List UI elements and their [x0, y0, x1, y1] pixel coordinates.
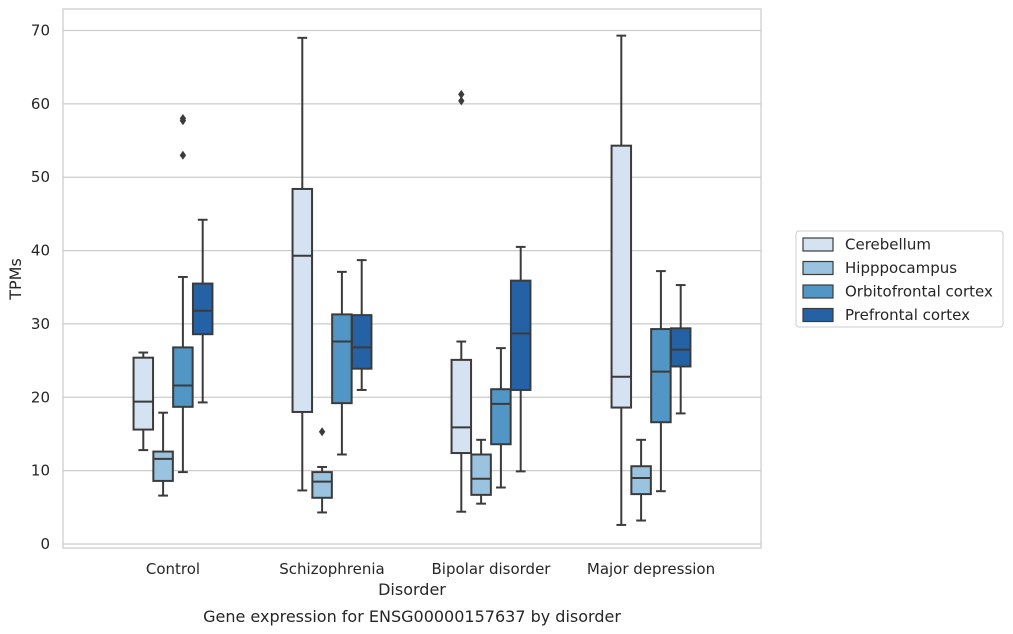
box-iqr — [191, 282, 214, 336]
x-axis-label: Disorder — [378, 580, 446, 599]
legend-swatch — [802, 307, 834, 323]
x-tick-label: Bipolar disorder — [432, 560, 552, 578]
box-cerebellum — [132, 351, 155, 452]
box-orbitofrontal-cortex — [650, 270, 672, 493]
y-tick-label: 30 — [31, 315, 50, 333]
box-orbitofrontal-cortex — [172, 114, 194, 474]
box-prefrontal-cortex — [350, 259, 373, 391]
y-tick-label: 70 — [31, 22, 50, 40]
box-iqr — [490, 388, 512, 446]
legend-swatch — [802, 284, 834, 299]
box-iqr — [331, 313, 353, 405]
legend-label: Hipppocampus — [845, 259, 957, 277]
y-tick-label: 0 — [40, 535, 50, 553]
box-hipppocampus — [152, 411, 174, 497]
box-hipppocampus — [311, 427, 333, 514]
plot-area — [62, 8, 762, 549]
chart-title: Gene expression for ENSG00000157637 by d… — [203, 607, 621, 626]
legend-label: Cerebellum — [845, 236, 931, 254]
box-iqr — [172, 346, 194, 408]
box-hipppocampus — [630, 438, 652, 522]
outlier-point — [179, 114, 187, 124]
box-iqr — [152, 450, 174, 482]
y-tick-label: 40 — [31, 242, 50, 260]
box-iqr — [669, 327, 692, 368]
x-tick-label: Control — [146, 560, 200, 578]
box-cerebellum — [450, 89, 473, 513]
legend-label: Orbitofrontal cortex — [845, 283, 993, 301]
outlier-point — [318, 427, 326, 437]
y-tick-label: 20 — [31, 388, 50, 406]
y-axis: 0 10 20 30 40 50 60 70 — [31, 22, 50, 554]
y-tick-label: 50 — [31, 168, 50, 186]
x-tick-label: Schizophrenia — [279, 560, 384, 578]
box-iqr — [610, 144, 633, 409]
x-axis: Control Schizophrenia Bipolar disorder Majo… — [146, 560, 715, 578]
box-iqr — [650, 328, 672, 424]
box-orbitofrontal-cortex — [331, 270, 353, 456]
box-prefrontal-cortex — [509, 245, 532, 473]
outlier-point — [458, 89, 465, 99]
box-orbitofrontal-cortex — [490, 347, 512, 489]
legend: Cerebellum Hipppocampus Orbitofrontal cort… — [795, 230, 1004, 328]
legend-label: Prefrontal cortex — [845, 306, 970, 324]
outlier-point — [458, 96, 465, 106]
y-tick-label: 60 — [31, 95, 50, 113]
x-tick-label: Major depression — [587, 560, 715, 578]
y-tick-label: 10 — [31, 462, 50, 480]
box-iqr — [470, 453, 492, 496]
box-iqr — [291, 187, 314, 413]
box-cerebellum — [610, 34, 633, 526]
outlier-point — [179, 150, 187, 160]
box-hipppocampus — [470, 438, 492, 505]
box-iqr — [450, 358, 473, 455]
legend-swatch — [802, 237, 834, 252]
boxes — [132, 34, 692, 526]
box-iqr — [132, 356, 155, 431]
box-prefrontal-cortex — [669, 284, 692, 415]
box-iqr — [509, 279, 532, 391]
box-iqr — [311, 471, 333, 499]
box-iqr — [630, 465, 652, 496]
box-prefrontal-cortex — [191, 218, 214, 404]
box-iqr — [350, 314, 373, 370]
box-cerebellum — [291, 36, 314, 492]
y-axis-label: TPMs — [6, 258, 25, 301]
legend-frame — [795, 230, 1004, 328]
legend-swatch — [802, 260, 834, 276]
